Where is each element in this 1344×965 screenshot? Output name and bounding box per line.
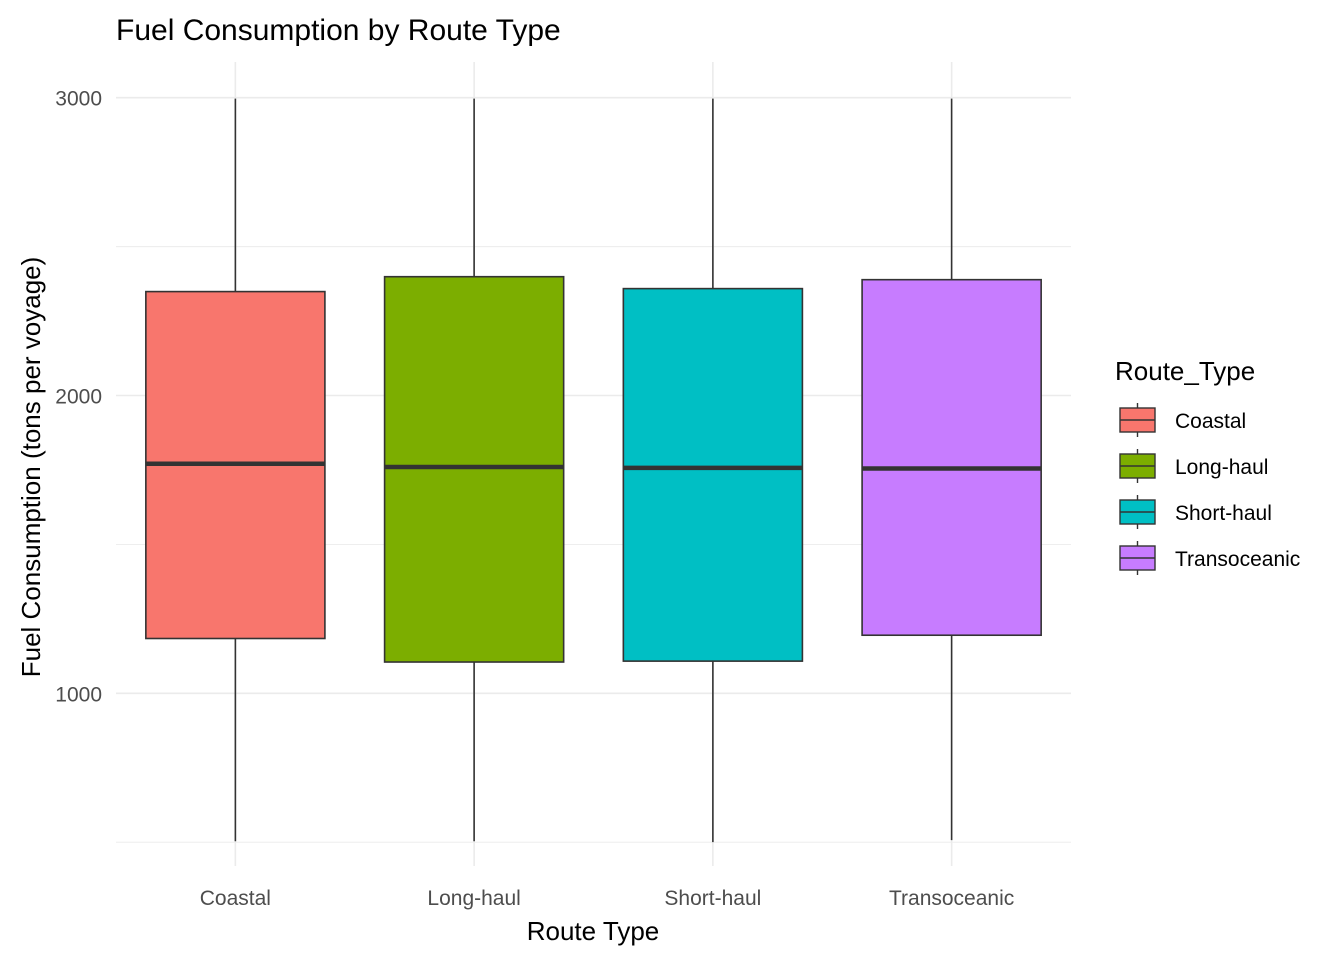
box-short-haul [622, 287, 804, 662]
y-tick-label: 2000 [55, 386, 102, 409]
x-tick-label: Coastal [200, 887, 271, 910]
x-tick-labels: Coastal Long-haul Short-haul Transoceanic [200, 887, 1015, 910]
x-tick-label: Long-haul [427, 887, 520, 910]
whiskers [234, 98, 953, 843]
y-tick-label: 3000 [55, 88, 102, 111]
legend: Route_Type Coastal Long-haul Short-haul Tra… [1115, 356, 1300, 575]
legend-label: Long-haul [1175, 456, 1268, 479]
legend-label: Transoceanic [1175, 548, 1300, 571]
x-tick-label: Short-haul [664, 887, 761, 910]
legend-label: Coastal [1175, 410, 1246, 433]
x-tick-label: Transoceanic [889, 887, 1014, 910]
y-tick-labels: 1000 2000 3000 [55, 88, 102, 707]
medians [145, 461, 1042, 471]
y-axis-title: Fuel Consumption (tons per voyage) [16, 257, 46, 678]
legend-label: Short-haul [1175, 502, 1272, 525]
box-transoceanic [861, 278, 1042, 637]
legend-title: Route_Type [1115, 356, 1255, 386]
x-axis-title: Route Type [527, 916, 660, 946]
box-long-haul [383, 275, 565, 663]
y-tick-label: 1000 [55, 683, 102, 706]
chart-title: Fuel Consumption by Route Type [116, 14, 561, 47]
boxes [145, 275, 1042, 663]
